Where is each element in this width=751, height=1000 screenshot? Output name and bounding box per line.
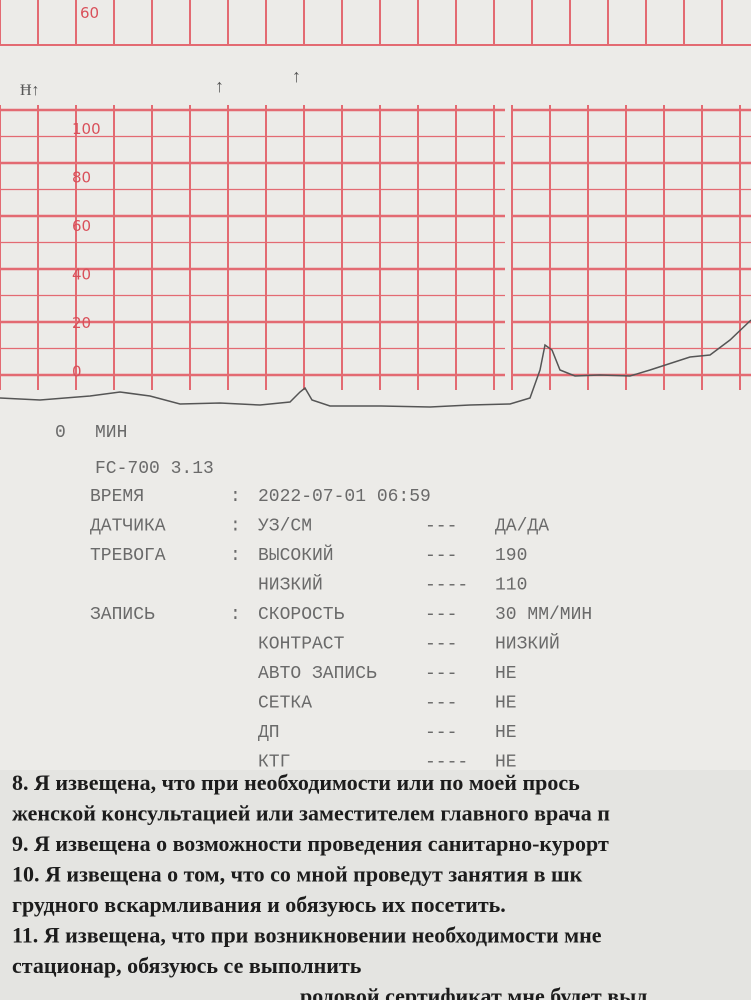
printout-value: 110 [495, 576, 527, 596]
scale-label: 0 [72, 363, 82, 381]
document-line: женской консультацией или заместителем г… [12, 801, 610, 826]
document-line: стационар, обязуюсь се выполнить [12, 953, 362, 978]
grid [0, 0, 751, 390]
printout-sep: : [230, 546, 241, 566]
printout-key: СКОРОСТЬ [258, 605, 345, 625]
paper-tape [0, 0, 751, 770]
time-mark: 0 [55, 423, 66, 443]
scale-label: 100 [72, 120, 101, 138]
printout-key: НИЗКИЙ [258, 574, 323, 596]
time-unit: МИН [95, 423, 127, 443]
marker: Ħ↑ [20, 82, 40, 99]
document-line: 8. Я извещена, что при необходимости или… [12, 770, 580, 795]
printout-key: УЗ/СМ [258, 517, 312, 537]
printout-label: ДАТЧИКА [90, 517, 166, 537]
printout-key: ВЫСОКИЙ [258, 544, 334, 566]
trace [0, 319, 751, 408]
scale-label: 60 [72, 217, 91, 235]
printout-value: 30 ММ/МИН [495, 605, 592, 625]
scale-label: 80 [72, 169, 91, 187]
printout-dash: --- [425, 517, 457, 537]
document-line: 9. Я извещена о возможности проведения с… [12, 831, 609, 856]
document-line: 11. Я извещена, что при возникновении не… [12, 923, 602, 948]
printout-label: ВРЕМЯ [90, 487, 144, 507]
printout-value: ДА/ДА [495, 517, 549, 537]
device: FC-700 3.13 [95, 459, 214, 479]
document-line: грудного вскармливания и обязуюсь их пос… [12, 892, 506, 917]
printout-dash: --- [425, 546, 457, 566]
printout-value: 190 [495, 546, 527, 566]
printout-label: ТРЕВОГА [90, 546, 166, 566]
printout-key: СЕТКА [258, 694, 312, 714]
printout-sep: : [230, 517, 241, 537]
printout-label: ЗАПИСЬ [90, 605, 155, 625]
printout-key: АВТО ЗАПИСЬ [258, 664, 377, 684]
scale-label: 40 [72, 266, 91, 284]
printout-dash: ---- [425, 753, 468, 773]
paper-sheet [0, 770, 751, 1000]
top-scale: 60 [80, 4, 99, 22]
printout-dash: --- [425, 635, 457, 655]
printout-sep: : [230, 605, 241, 625]
printout-value: НЕ [495, 664, 517, 684]
document-line: родовой сертификат мне будет выд [300, 984, 647, 1000]
document-line: 10. Я извещена о том, что со мной провед… [12, 862, 583, 887]
scale-label: 20 [72, 314, 91, 332]
printout-key: КОНТРАСТ [258, 635, 345, 655]
printout-dash: --- [425, 605, 457, 625]
printout-dash: --- [425, 694, 457, 714]
printout-dash: --- [425, 664, 457, 684]
marker: ↑ [215, 76, 224, 96]
printout-dash: --- [425, 723, 457, 743]
printout-key: КТГ [258, 753, 290, 773]
printout-value: НИЗКИЙ [495, 633, 560, 655]
printout-value: НЕ [495, 753, 517, 773]
printout-sep: : [230, 487, 241, 507]
printout-value: НЕ [495, 694, 517, 714]
printout-key: ДП [258, 723, 280, 743]
printout-dash: ---- [425, 576, 468, 596]
printout-key: 2022-07-01 06:59 [258, 487, 431, 507]
marker: ↑ [292, 66, 301, 86]
printout-value: НЕ [495, 723, 517, 743]
